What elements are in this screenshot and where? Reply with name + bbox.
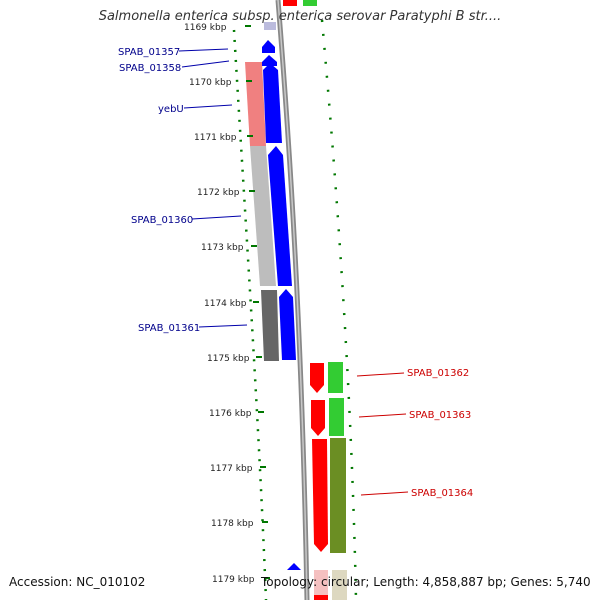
- leader-line: [178, 48, 229, 52]
- bottom-faded-red: [314, 570, 328, 600]
- bottom-red-line: [314, 595, 328, 600]
- leader-line: [198, 324, 248, 328]
- top-faded-feature: [264, 22, 276, 30]
- SPAB_01358-arrow: [262, 55, 277, 66]
- tick-label: 1178 kbp: [211, 519, 254, 529]
- gene-label-SPAB_01361[interactable]: SPAB_01361: [138, 323, 200, 334]
- page-title: Salmonella enterica subsp. enterica sero…: [98, 9, 502, 24]
- gene-labels-right: SPAB_01362 SPAB_01363 SPAB_01364: [356, 368, 473, 499]
- gene-label-SPAB_01364[interactable]: SPAB_01364: [411, 488, 473, 499]
- genome-backbone-highlight: [277, 0, 308, 600]
- yebU-gc-bar: [245, 62, 266, 146]
- tick-label: 1170 kbp: [189, 78, 232, 88]
- SPAB_01361-arrow: [279, 289, 296, 360]
- tick-label: 1174 kbp: [204, 299, 247, 309]
- top-partial-green-feature: [303, 0, 317, 6]
- gene-labels-left: SPAB_01357 SPAB_01358 yebU SPAB_01360 SP…: [118, 47, 248, 334]
- tick-label: 1179 kbp: [212, 575, 255, 585]
- leader-line: [360, 491, 409, 496]
- SPAB_01363-gc-bar: [329, 398, 344, 436]
- SPAB_01357-arrow: [262, 40, 275, 53]
- leader-line: [358, 413, 407, 418]
- gene-label-SPAB_01358[interactable]: SPAB_01358: [119, 63, 181, 74]
- tick-label: 1177 kbp: [210, 464, 253, 474]
- SPAB_01363-arrow: [311, 400, 325, 436]
- gene-label-SPAB_01362[interactable]: SPAB_01362: [407, 368, 469, 379]
- leader-line: [191, 215, 242, 220]
- SPAB_01360-gc-bar: [250, 146, 276, 286]
- SPAB_01362-gc-bar: [328, 362, 343, 393]
- SPAB_01361-gc-bar: [261, 290, 279, 361]
- bottom-faded-olive: [332, 570, 347, 600]
- bottom-blue-arrow: [287, 563, 301, 570]
- SPAB_01362-arrow: [310, 363, 324, 393]
- yebU-arrow: [263, 63, 282, 143]
- tick-label: 1176 kbp: [209, 409, 252, 419]
- top-partial-red-feature: [283, 0, 297, 6]
- tick-label: 1169 kbp: [184, 23, 227, 33]
- leader-line: [181, 60, 230, 68]
- leader-line: [183, 104, 233, 109]
- leader-line: [356, 372, 405, 377]
- tick-label: 1171 kbp: [194, 133, 237, 143]
- tick-label: 1172 kbp: [197, 188, 240, 198]
- gene-label-SPAB_01357[interactable]: SPAB_01357: [118, 47, 180, 58]
- SPAB_01360-arrow: [268, 146, 292, 286]
- genome-summary-text: Topology: circular; Length: 4,858,887 bp…: [261, 575, 591, 589]
- SPAB_01364-gc-bar: [330, 438, 346, 553]
- tick-label: 1175 kbp: [207, 354, 250, 364]
- tick-labels: 1169 kbp 1170 kbp 1171 kbp 1172 kbp 1173…: [184, 23, 255, 585]
- tick-label: 1173 kbp: [201, 243, 244, 253]
- gene-label-SPAB_01363[interactable]: SPAB_01363: [409, 410, 471, 421]
- accession-text: Accession: NC_010102: [9, 575, 146, 589]
- tick-marks: [245, 25, 270, 579]
- gene-label-yebU[interactable]: yebU: [158, 104, 184, 115]
- gene-label-SPAB_01360[interactable]: SPAB_01360: [131, 215, 193, 226]
- SPAB_01364-arrow: [312, 439, 328, 552]
